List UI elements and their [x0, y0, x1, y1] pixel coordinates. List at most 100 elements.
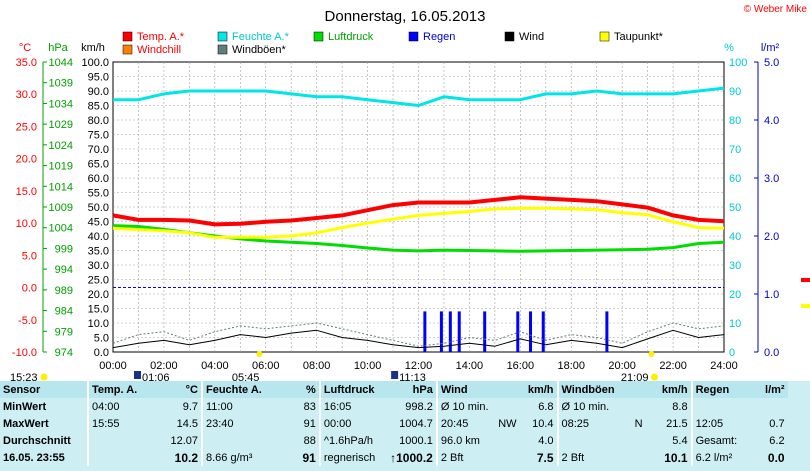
time-tick-label: 12:00 — [405, 360, 433, 372]
gust-info: Ø 10 min. — [556, 398, 618, 415]
hdr-humidity: Feuchte A. — [201, 381, 265, 398]
percent-tick-label: 50 — [729, 202, 741, 214]
percent-tick-label: 100 — [729, 57, 747, 69]
kmh-tick-label: 65.0 — [88, 159, 109, 171]
temp-time — [87, 432, 145, 449]
hdr-rain-unit: l/m² — [746, 381, 788, 398]
rain-value: 0.7 — [769, 417, 785, 430]
wind-direction — [492, 432, 520, 449]
hdr-wind-spacer — [491, 381, 520, 398]
celsius-tick-label: 5.0 — [22, 250, 37, 262]
celsius-tick-label: 25.0 — [16, 121, 37, 133]
humidity-value: 88 — [303, 434, 316, 447]
legend-label: Windchill — [137, 44, 181, 56]
sunset-label: 21:09 — [621, 372, 649, 381]
hpa-tick-label: 1004 — [49, 223, 73, 235]
rain-info: 6.2 l/m² — [690, 449, 747, 466]
wind-info: 96.0 km — [435, 432, 492, 449]
left-time-label: 15:23 — [10, 372, 38, 381]
hpa-tick-label: 994 — [55, 264, 73, 276]
rain-info: Gesamt: — [690, 432, 747, 449]
current-dewpoint-marker — [801, 304, 810, 308]
rain-bar — [541, 311, 545, 352]
hdr-pressure-unit: hPa — [381, 381, 437, 398]
rain-info — [690, 398, 747, 415]
hpa-tick-label: 1034 — [49, 98, 73, 110]
humidity-value: 91 — [303, 417, 316, 430]
moon-icon — [134, 371, 142, 379]
kmh-tick-label: 80.0 — [88, 115, 109, 127]
statistics-panel: Sensor Temp. A. °C Feuchte A. % Luftdruc… — [0, 381, 810, 471]
row-label: MaxWert — [3, 417, 49, 430]
temp-value: 14.5 — [176, 417, 198, 430]
windböen-line — [112, 322, 725, 347]
kmh-tick-label: 5.0 — [94, 333, 109, 345]
time-tick-label: 20:00 — [608, 360, 636, 372]
wind-line — [112, 329, 725, 349]
gust-info: 08:25 — [556, 415, 618, 432]
hpa-tick-label: 979 — [55, 326, 73, 338]
time-tick-label: 06:00 — [252, 360, 280, 372]
kmh-tick-label: 50.0 — [88, 202, 109, 214]
hpa-tick-label: 984 — [55, 306, 73, 318]
stats-row-max: MaxWert 15:55 14.5 23:40 91 00:00 1004.7… — [0, 415, 788, 432]
humidity-value: 83 — [303, 400, 316, 413]
time-tick-label: 08:00 — [303, 360, 331, 372]
time-tick-label: 22:00 — [659, 360, 687, 372]
hpa-tick-label: 1009 — [49, 202, 73, 214]
row-label: 16.05. 23:55 — [3, 451, 65, 464]
rain-tick-label: 3.0 — [764, 173, 779, 185]
pressure-value: 1000.1 — [399, 434, 433, 447]
hdr-gust-unit: km/h — [645, 381, 692, 398]
legend-label: Regen — [423, 31, 455, 43]
celsius-tick-label: 10.0 — [16, 218, 37, 230]
wind-info: 2 Bft — [435, 449, 492, 466]
rain-tick-label: 4.0 — [764, 115, 779, 127]
celsius-tick-label: -5.0 — [18, 315, 37, 327]
time-tick-label: 10:00 — [354, 360, 382, 372]
kmh-tick-label: 60.0 — [88, 173, 109, 185]
percent-tick-label: 80 — [729, 115, 741, 127]
time-tick-label: 00:00 — [99, 360, 127, 372]
sunrise-label: 05:45 — [232, 372, 260, 381]
kmh-tick-label: 95.0 — [88, 72, 109, 84]
hpa-tick-label: 1029 — [49, 119, 73, 131]
legend-label: Wind — [519, 31, 544, 43]
pressure-time: 16:05 — [318, 398, 382, 415]
rain-info: 12:05 — [690, 415, 747, 432]
legend-swatch — [408, 31, 419, 42]
kmh-tick-label: 15.0 — [88, 304, 109, 316]
hpa-tick-label: 974 — [55, 347, 73, 359]
gust-direction — [618, 432, 646, 449]
humidity-value: 91 — [302, 450, 316, 465]
kmh-tick-label: 20.0 — [88, 289, 109, 301]
celsius-tick-label: 0.0 — [22, 283, 37, 295]
kmh-tick-label: 75.0 — [88, 130, 109, 142]
gust-direction — [618, 449, 646, 466]
kmh-tick-label: 25.0 — [88, 275, 109, 287]
pressure-value: 1004.7 — [399, 417, 433, 430]
rain-value: 6.2 — [769, 434, 785, 447]
row-label: Durchschnitt — [3, 434, 71, 447]
legend-swatch — [122, 44, 133, 55]
hdr-wind-unit: km/h — [519, 381, 558, 398]
rain-tick-label: 5.0 — [764, 57, 779, 69]
rain-tick-label: 2.0 — [764, 231, 779, 243]
kmh-tick-label: 70.0 — [88, 144, 109, 156]
sunset-icon — [648, 351, 655, 357]
legend-label: Temp. A.* — [137, 31, 185, 43]
gust-info — [556, 432, 618, 449]
stats-row-avg: Durchschnitt 12.07 88 ^1.6hPa/h 1000.1 9… — [0, 432, 788, 449]
hdr-gust-spacer — [617, 381, 646, 398]
pressure-time: 00:00 — [318, 415, 382, 432]
rain-bar — [439, 311, 443, 352]
time-tick-label: 04:00 — [201, 360, 229, 372]
hpa-tick-label: 989 — [55, 285, 73, 297]
kmh-tick-label: 35.0 — [88, 246, 109, 258]
legend-swatch — [599, 31, 610, 42]
percent-tick-label: 40 — [729, 231, 741, 243]
statistics-table: Sensor Temp. A. °C Feuchte A. % Luftdruc… — [0, 381, 788, 466]
kmh-tick-label: 85.0 — [88, 101, 109, 113]
hdr-rain: Regen — [690, 381, 747, 398]
hpa-tick-label: 1019 — [49, 161, 73, 173]
